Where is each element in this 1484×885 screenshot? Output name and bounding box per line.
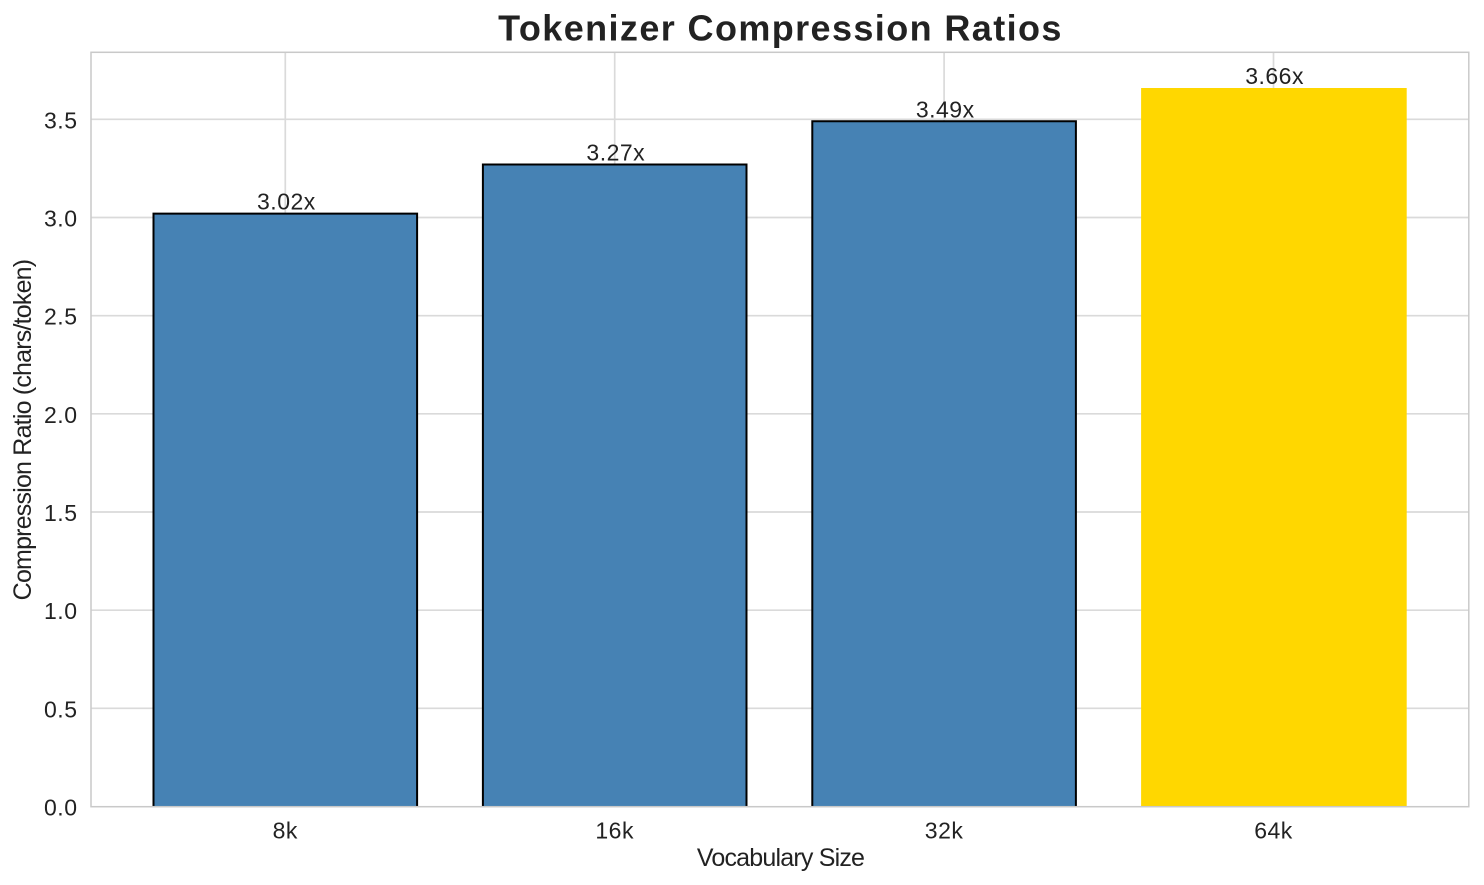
svg-text:8k: 8k	[273, 817, 298, 843]
svg-text:3.27x: 3.27x	[586, 140, 645, 166]
svg-text:64k: 64k	[1254, 817, 1293, 843]
svg-text:0.5: 0.5	[44, 696, 77, 722]
svg-text:0.0: 0.0	[44, 795, 77, 821]
svg-text:32k: 32k	[925, 817, 964, 843]
svg-text:2.5: 2.5	[44, 304, 77, 330]
svg-text:16k: 16k	[595, 817, 634, 843]
svg-text:3.5: 3.5	[44, 107, 77, 133]
svg-text:3.66x: 3.66x	[1245, 63, 1304, 89]
svg-text:3.0: 3.0	[44, 206, 77, 232]
svg-text:1.5: 1.5	[44, 500, 77, 526]
svg-text:Tokenizer Compression Ratios: Tokenizer Compression Ratios	[498, 8, 1063, 49]
svg-text:Compression Ratio (chars/token: Compression Ratio (chars/token)	[9, 260, 37, 601]
svg-text:1.0: 1.0	[44, 598, 77, 624]
svg-text:Vocabulary Size: Vocabulary Size	[697, 844, 864, 872]
svg-text:2.0: 2.0	[44, 402, 77, 428]
svg-text:3.02x: 3.02x	[257, 189, 316, 215]
svg-text:3.49x: 3.49x	[916, 96, 975, 122]
